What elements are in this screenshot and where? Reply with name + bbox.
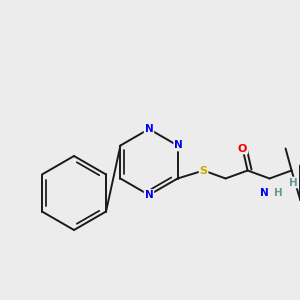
Text: H: H	[289, 178, 298, 188]
Text: H: H	[274, 188, 283, 197]
Text: N: N	[145, 124, 153, 134]
Text: N: N	[145, 190, 153, 200]
Text: O: O	[238, 143, 247, 154]
Text: S: S	[200, 166, 208, 176]
Text: N: N	[174, 140, 183, 151]
Text: N: N	[260, 188, 269, 197]
